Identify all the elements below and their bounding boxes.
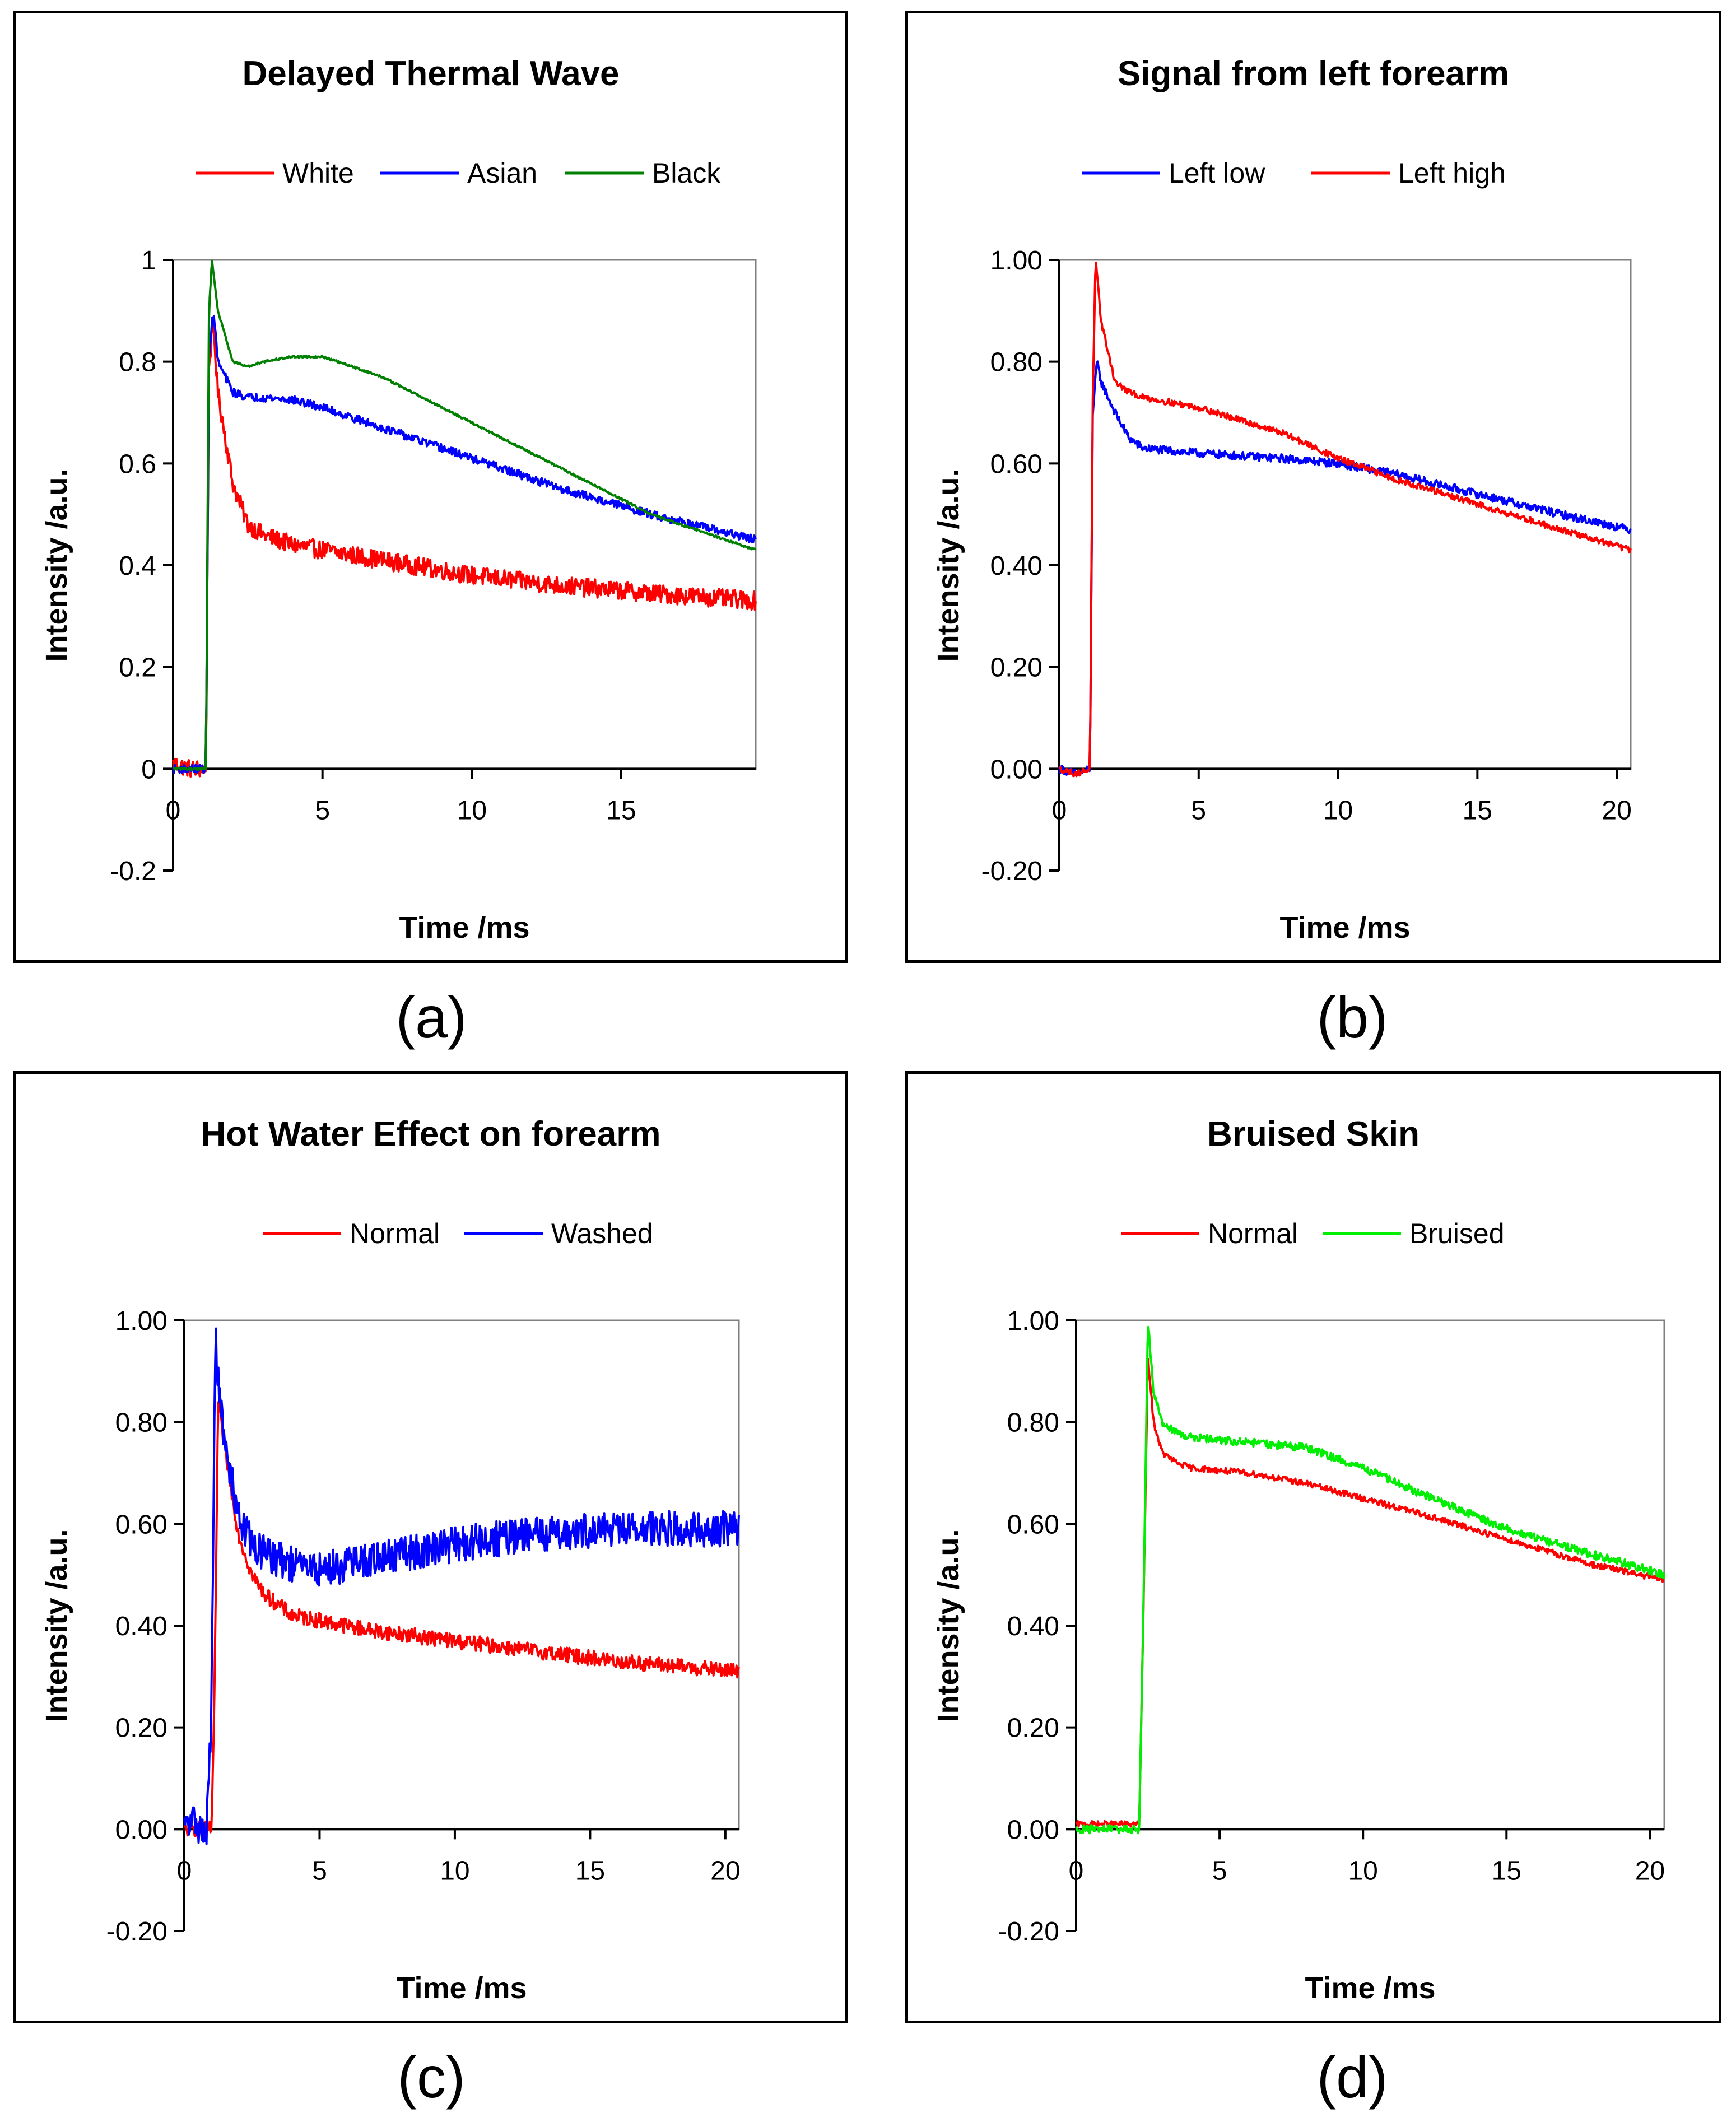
series-line-bruised — [1075, 1325, 1665, 1835]
series-line-normal — [184, 1401, 740, 1838]
y-axis-label: Intensity /a.u. — [40, 468, 73, 662]
series-line-asian — [172, 315, 757, 774]
y-tick-label: 0.00 — [115, 1815, 167, 1845]
caption-c: (c) — [397, 2045, 466, 2110]
x-tick-label: 15 — [606, 795, 636, 825]
y-tick-label: 0 — [141, 755, 156, 784]
series-line-normal — [1075, 1358, 1665, 1828]
y-tick-label: 0.80 — [990, 348, 1042, 378]
x-tick-label: 15 — [575, 1856, 605, 1886]
y-tick-label: 0.2 — [119, 653, 156, 683]
y-tick-label: 0.60 — [990, 449, 1042, 479]
y-tick-label: 0.80 — [1007, 1408, 1059, 1438]
y-tick-label: 0.6 — [119, 449, 156, 479]
chart-title: Delayed Thermal Wave — [242, 54, 619, 93]
caption-b: (b) — [1316, 985, 1388, 1050]
y-tick-label: -0.2 — [110, 857, 156, 886]
legend-label: Asian — [467, 157, 537, 189]
series-line-washed — [183, 1327, 740, 1845]
x-axis-label: Time /ms — [399, 911, 529, 944]
chart-title: Signal from left forearm — [1118, 54, 1509, 93]
x-tick-label: 20 — [710, 1856, 740, 1886]
chart-c: Hot Water Effect on forearm Normal Washed -… — [40, 1115, 741, 2005]
chart-title: Bruised Skin — [1207, 1115, 1419, 1153]
legend-label: Left high — [1398, 157, 1506, 189]
y-axis-label: Intensity /a.u. — [40, 1529, 73, 1722]
x-axis-label: Time /ms — [1305, 1971, 1435, 2005]
x-tick-label: 20 — [1635, 1856, 1665, 1886]
y-tick-label: 0.40 — [990, 551, 1042, 581]
plot-frame — [183, 1319, 740, 1830]
legend-label: Bruised — [1409, 1218, 1505, 1249]
plot-frame — [172, 259, 757, 770]
x-tick-label: 0 — [1052, 795, 1067, 825]
x-tick-label: 5 — [315, 795, 330, 825]
series-line-white — [172, 321, 757, 778]
x-tick-label: 0 — [177, 1856, 192, 1886]
x-tick-label: 5 — [1212, 1856, 1227, 1886]
legend-label: White — [282, 157, 354, 189]
caption-a: (a) — [395, 985, 467, 1050]
chart-d: Bruised Skin Normal Bruised -0.20 0.00 0.20 0.… — [932, 1115, 1665, 2005]
x-tick-label: 5 — [1191, 795, 1206, 825]
x-tick-label: 20 — [1602, 795, 1631, 825]
y-tick-label: 0.60 — [1007, 1510, 1059, 1539]
y-tick-label: 0.8 — [119, 348, 156, 378]
legend-label: Normal — [1208, 1218, 1298, 1249]
caption-d: (d) — [1316, 2045, 1388, 2110]
x-axis-label: Time /ms — [1279, 911, 1410, 944]
x-tick-label: 10 — [457, 795, 487, 825]
y-tick-label: 0.20 — [990, 653, 1042, 683]
y-tick-label: 0.80 — [115, 1408, 167, 1438]
y-tick-label: 0.4 — [119, 551, 156, 581]
legend-label: Black — [652, 157, 721, 189]
x-tick-label: 0 — [166, 795, 181, 825]
series-line-black — [173, 260, 756, 771]
y-tick-label: -0.20 — [106, 1917, 167, 1947]
panel-b: Signal from left forearm Left low Left hig… — [905, 11, 1721, 963]
x-axis-label: Time /ms — [396, 1971, 527, 2005]
y-tick-label: 0.00 — [990, 755, 1042, 784]
chart-a: Delayed Thermal Wave White Asian Black -0.2 0… — [40, 54, 757, 944]
series-line-left-high — [1059, 261, 1632, 778]
y-tick-label: 1.00 — [990, 246, 1042, 276]
y-tick-label: 1.00 — [1007, 1306, 1059, 1336]
y-tick-label: 0.00 — [1007, 1815, 1059, 1845]
x-tick-label: 10 — [1348, 1856, 1377, 1886]
y-tick-label: 0.20 — [115, 1714, 167, 1743]
series-line-left-low — [1058, 360, 1632, 776]
y-tick-label: 0.40 — [115, 1612, 167, 1641]
y-tick-label: 0.60 — [115, 1510, 167, 1539]
y-tick-label: 1.00 — [115, 1306, 167, 1336]
x-tick-label: 15 — [1463, 795, 1492, 825]
chart-title: Hot Water Effect on forearm — [201, 1115, 660, 1153]
plot-frame — [1058, 259, 1632, 770]
panel-d: Bruised Skin Normal Bruised -0.20 0.00 0.20 0.… — [905, 1071, 1721, 2023]
legend-label: Normal — [350, 1218, 440, 1249]
legend-label: Left low — [1169, 157, 1265, 189]
chart-b: Signal from left forearm Left low Left hig… — [932, 54, 1632, 944]
panel-a: Delayed Thermal Wave White Asian Black -0.2 0… — [13, 11, 848, 963]
legend-label: Washed — [551, 1218, 653, 1249]
x-tick-label: 15 — [1492, 1856, 1521, 1886]
plot-frame — [1075, 1319, 1665, 1830]
x-tick-label: 10 — [440, 1856, 469, 1886]
y-tick-label: 1 — [141, 246, 156, 276]
panel-c: Hot Water Effect on forearm Normal Washed -… — [13, 1071, 848, 2023]
y-axis-label: Intensity /a.u. — [932, 468, 965, 662]
x-tick-label: 0 — [1069, 1856, 1084, 1886]
x-tick-label: 10 — [1323, 795, 1353, 825]
y-tick-label: 0.20 — [1007, 1714, 1059, 1743]
y-tick-label: 0.40 — [1007, 1612, 1059, 1641]
y-tick-label: -0.20 — [998, 1917, 1059, 1947]
y-tick-label: -0.20 — [981, 857, 1042, 886]
y-axis-label: Intensity /a.u. — [932, 1529, 965, 1722]
x-tick-label: 5 — [312, 1856, 327, 1886]
